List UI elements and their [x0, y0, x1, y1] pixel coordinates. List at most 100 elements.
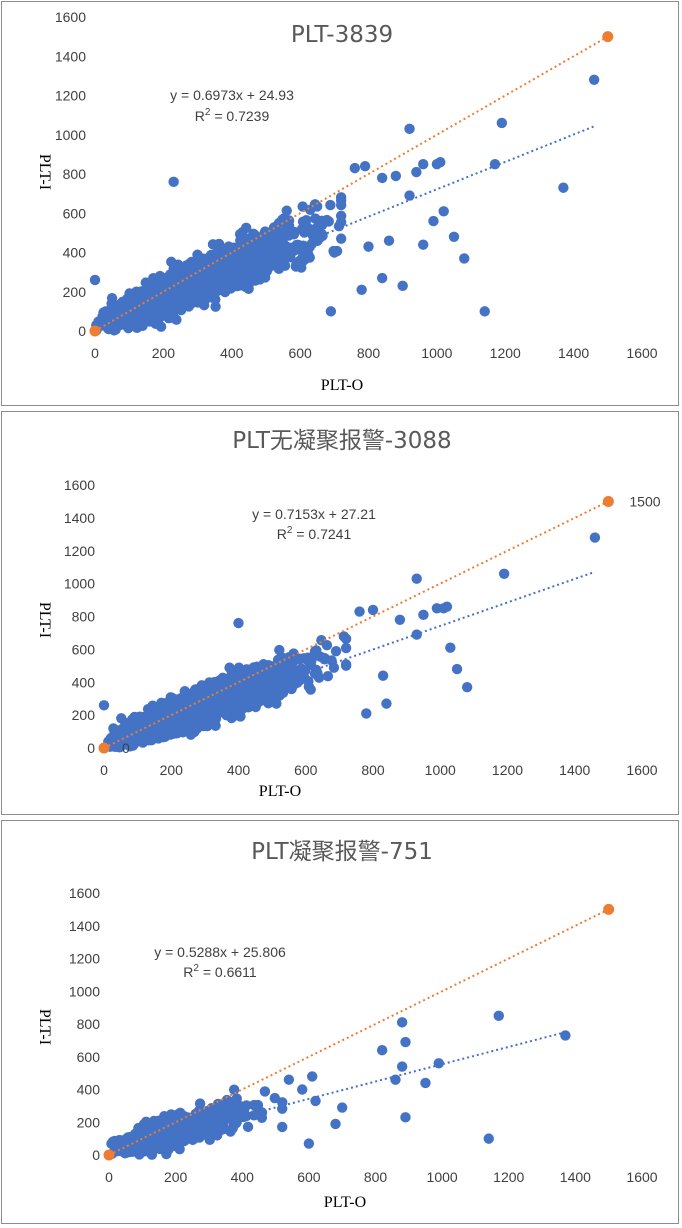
data-point	[340, 659, 352, 670]
chart-panel-1: PLT-3839 0 200 400 600 800 1000 1200 1400 1600 0 20…	[1, 1, 679, 406]
data-point	[136, 312, 147, 323]
r-squared-exponent: 2	[205, 107, 211, 118]
x-tick-label: 200	[164, 1169, 188, 1185]
data-point	[325, 199, 336, 211]
data-point	[340, 633, 352, 645]
data-point	[265, 665, 277, 676]
reference-point-start	[103, 1149, 115, 1161]
data-point	[479, 306, 490, 317]
data-point	[213, 238, 225, 250]
y-tick-label: 1200	[64, 543, 95, 559]
data-point	[201, 1116, 213, 1128]
data-point	[367, 604, 379, 616]
data-point	[135, 1147, 147, 1158]
data-point	[376, 272, 388, 284]
data-point	[335, 195, 347, 206]
data-point	[498, 568, 510, 579]
x-tick-label: 400	[231, 1169, 255, 1185]
data-point	[303, 676, 314, 687]
data-point	[166, 1137, 178, 1149]
x-tick-label: 1200	[493, 1169, 524, 1185]
x-tick-label: 0	[100, 762, 108, 778]
data-point	[278, 674, 289, 685]
data-point	[305, 684, 316, 695]
data-point	[228, 1084, 240, 1095]
data-point	[220, 277, 232, 289]
x-tick-label: 400	[227, 762, 251, 778]
y-tick-label: 400	[72, 674, 96, 690]
data-point	[428, 215, 439, 227]
data-point	[483, 1133, 494, 1144]
data-point	[359, 160, 371, 172]
data-point	[335, 216, 347, 228]
data-point	[396, 1061, 408, 1072]
data-point	[322, 670, 334, 682]
data-point	[558, 182, 569, 193]
data-point	[304, 241, 315, 253]
y-tick-label: 1000	[69, 983, 100, 999]
data-point	[330, 645, 342, 657]
r-squared-value: = 0.7241	[292, 526, 351, 542]
data-point	[109, 741, 120, 752]
data-point	[229, 1109, 240, 1120]
data-point	[312, 667, 323, 679]
data-point	[363, 241, 374, 252]
data-point	[376, 1045, 388, 1056]
x-tick-label: 800	[361, 762, 385, 778]
y-axis-label: PLT-I	[36, 154, 53, 190]
data-point	[167, 297, 179, 309]
data-point	[240, 281, 251, 292]
x-tick-label: 600	[297, 1169, 321, 1185]
data-point	[212, 1098, 224, 1110]
scatter-chart-plt-aggregation: PLT凝聚报警-751 0 200 400 600 800 1000 1200 1400 1600…	[36, 839, 658, 1211]
data-point	[329, 247, 340, 258]
data-points	[98, 532, 601, 753]
data-point	[263, 683, 274, 694]
data-point	[307, 1071, 318, 1082]
y-tick-label: 1600	[64, 477, 95, 493]
data-point	[314, 232, 325, 244]
data-point	[404, 123, 415, 135]
y-tick-label: 1000	[55, 127, 86, 143]
data-point	[171, 261, 182, 272]
data-point	[381, 698, 392, 709]
reference-point-end	[602, 495, 614, 507]
reference-point-start	[89, 325, 101, 337]
y-tick-label: 800	[63, 166, 87, 182]
r-squared-exponent: 2	[287, 525, 293, 536]
data-point	[233, 617, 244, 629]
data-point	[106, 292, 118, 304]
data-point	[229, 1095, 240, 1107]
x-tick-label: 1000	[425, 762, 456, 778]
data-point	[157, 298, 169, 309]
y-tick-label: 200	[77, 1114, 101, 1130]
trendline	[108, 1031, 566, 1152]
r-squared: R2 = 0.6611	[183, 963, 257, 980]
data-point	[441, 601, 453, 612]
data-point	[311, 649, 322, 661]
data-point	[459, 253, 470, 264]
data-point	[489, 158, 501, 170]
data-point	[310, 1095, 321, 1107]
data-point	[390, 1074, 401, 1085]
data-point	[242, 1121, 254, 1133]
data-point	[323, 216, 334, 227]
y-tick-label: 400	[77, 1082, 101, 1098]
x-tick-label: 600	[294, 762, 318, 778]
data-point	[433, 1058, 444, 1069]
data-point	[316, 635, 327, 646]
data-point	[330, 1118, 341, 1130]
data-point	[108, 723, 119, 734]
data-point	[394, 614, 406, 625]
data-point	[496, 117, 508, 129]
data-point	[461, 681, 473, 693]
reference-point-end	[602, 31, 614, 43]
y-tick-label: 1400	[64, 510, 95, 526]
data-point	[210, 265, 221, 277]
data-point	[493, 1010, 504, 1022]
data-point	[211, 1125, 223, 1136]
data-point	[102, 323, 114, 334]
data-point	[390, 170, 402, 182]
data-point	[172, 1120, 183, 1132]
data-point	[214, 688, 225, 699]
